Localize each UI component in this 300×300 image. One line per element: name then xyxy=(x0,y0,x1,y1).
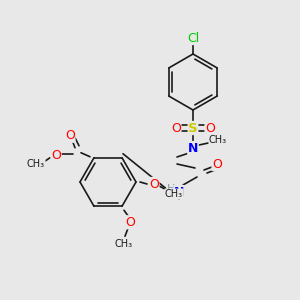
Text: O: O xyxy=(51,149,61,162)
Text: CH₃: CH₃ xyxy=(27,159,45,169)
Text: O: O xyxy=(65,129,75,142)
Text: CH₃: CH₃ xyxy=(165,189,183,199)
Text: CH₃: CH₃ xyxy=(209,135,227,145)
Text: O: O xyxy=(205,122,215,134)
Text: O: O xyxy=(149,178,159,190)
Text: O: O xyxy=(171,122,181,134)
Text: Cl: Cl xyxy=(187,32,199,44)
Text: S: S xyxy=(188,122,198,134)
Text: O: O xyxy=(212,158,222,170)
Text: O: O xyxy=(125,216,135,229)
Text: CH₃: CH₃ xyxy=(115,239,133,249)
Text: H: H xyxy=(167,184,175,194)
Text: N: N xyxy=(174,185,184,199)
Text: N: N xyxy=(188,142,198,154)
